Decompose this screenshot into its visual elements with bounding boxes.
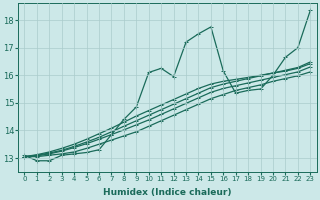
X-axis label: Humidex (Indice chaleur): Humidex (Indice chaleur) <box>103 188 232 197</box>
